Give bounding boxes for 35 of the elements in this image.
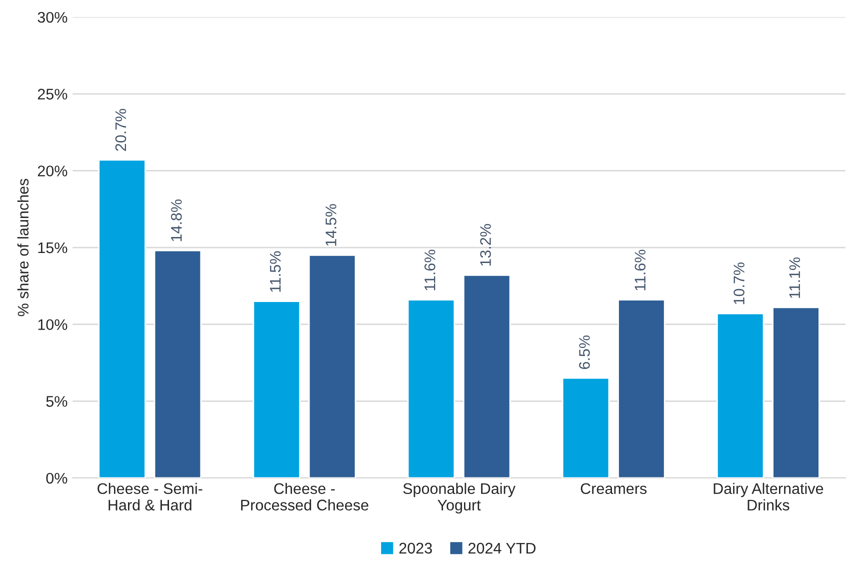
bar [562, 377, 610, 478]
y-axis-title: % share of launches [17, 178, 29, 316]
data-label: 11.6% [634, 250, 646, 290]
data-label: 10.7% [734, 262, 744, 304]
bar [407, 299, 456, 478]
bar [618, 299, 666, 478]
data-label: 11.5% [270, 251, 281, 292]
data-label: 13.2% [480, 224, 491, 266]
x-tick-label: Cheese - Semi- Hard & Hard [98, 482, 202, 510]
bar [98, 159, 146, 478]
bar [154, 250, 202, 478]
bar [462, 274, 511, 478]
legend-label: 2023 [399, 542, 432, 554]
x-tick-label: Cheese - Processed Cheese [241, 482, 368, 510]
data-label: 20.7% [115, 108, 126, 151]
data-label: 11.1% [789, 257, 800, 298]
y-tick-label: 20% [38, 166, 68, 176]
bar [716, 312, 764, 478]
bar [252, 300, 301, 478]
data-label: 14.5% [326, 204, 336, 246]
data-label: 14.8% [170, 199, 182, 242]
legend-label: 2024 YTD [468, 542, 536, 554]
data-label: 11.6% [424, 250, 436, 290]
y-tick-label: 15% [38, 242, 68, 254]
y-tick-label: 25% [38, 88, 68, 100]
x-tick-label: Dairy Alternative Drinks [714, 482, 824, 510]
y-tick-label: 5% [46, 396, 68, 407]
x-tick-label: Spoonable Dairy Yogurt [403, 482, 516, 514]
bar [308, 254, 356, 478]
x-tick-label: Creamers [580, 483, 647, 494]
y-tick-label: 0% [46, 472, 68, 484]
y-tick-label: 10% [38, 319, 68, 330]
bar [772, 306, 820, 478]
y-tick-label: 30% [38, 12, 68, 23]
data-label: 6.5% [579, 335, 590, 369]
